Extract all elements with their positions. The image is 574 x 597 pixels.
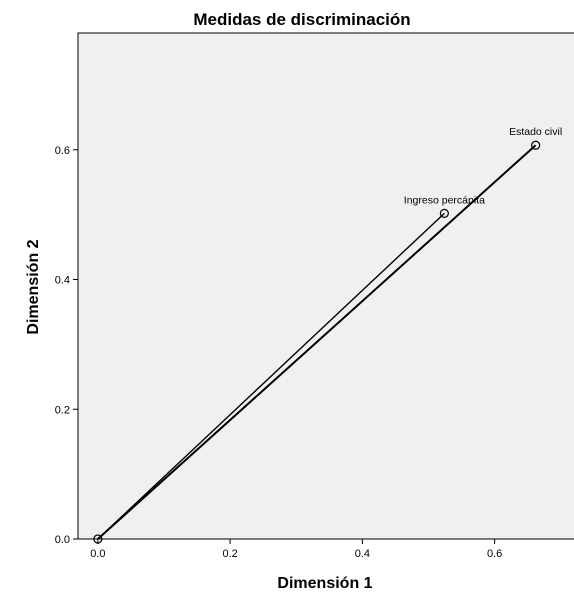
- y-axis-ticks: 0.0 0.2 0.4 0.6: [55, 145, 78, 546]
- point-label: Ingreso percápita: [404, 194, 485, 206]
- origin-point: [93, 534, 103, 544]
- y-tick-label: 0.4: [55, 275, 70, 287]
- x-axis-label: Dimensión 1: [277, 575, 372, 592]
- y-tick-label: 0.6: [55, 145, 70, 157]
- data-point: [439, 208, 449, 218]
- x-axis-ticks: 0.0 0.2 0.4 0.6: [90, 539, 502, 560]
- x-tick-label: 0.2: [222, 548, 237, 560]
- vector-line: [97, 212, 445, 540]
- x-tick-label: 0.0: [90, 548, 105, 560]
- points: Ingreso percápita Estado civil: [93, 126, 562, 544]
- vectors: [97, 144, 537, 540]
- x-tick-label: 0.4: [355, 548, 370, 560]
- y-tick-label: 0.2: [55, 404, 70, 416]
- y-axis-label: Dimensión 2: [25, 239, 42, 334]
- y-tick-label: 0.0: [55, 534, 70, 546]
- vector-line: [97, 144, 537, 540]
- data-point: [531, 140, 541, 150]
- point-label: Estado civil: [509, 126, 562, 138]
- x-tick-label: 0.6: [487, 548, 502, 560]
- plot-area: [77, 32, 574, 540]
- chart-title: Medidas de discriminación: [193, 10, 410, 29]
